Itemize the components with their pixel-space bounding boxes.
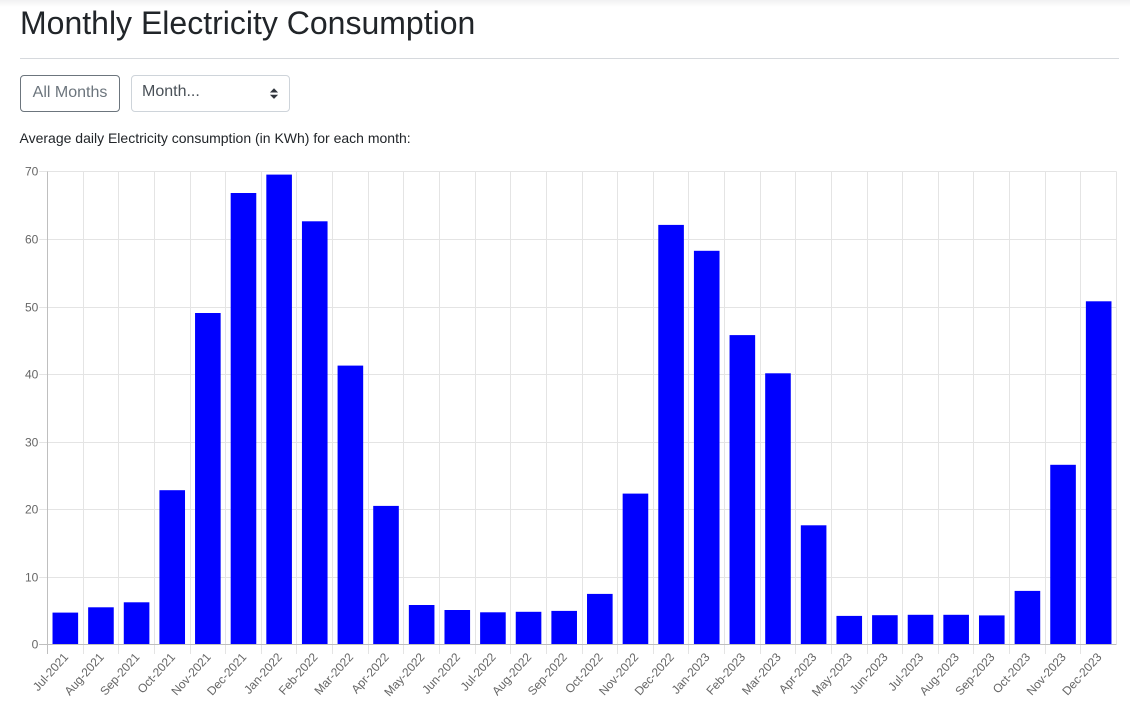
svg-text:30: 30 — [25, 435, 39, 449]
svg-text:20: 20 — [25, 502, 39, 516]
svg-text:50: 50 — [25, 300, 39, 314]
svg-text:0: 0 — [32, 637, 39, 651]
svg-text:40: 40 — [25, 367, 39, 381]
svg-text:Mar-2023: Mar-2023 — [739, 650, 784, 698]
svg-text:70: 70 — [25, 164, 39, 178]
svg-text:10: 10 — [25, 570, 39, 584]
svg-text:60: 60 — [25, 232, 39, 246]
svg-text:Jun-2022: Jun-2022 — [419, 650, 463, 697]
svg-text:Jun-2023: Jun-2023 — [847, 650, 891, 697]
svg-text:Mar-2022: Mar-2022 — [311, 650, 356, 698]
